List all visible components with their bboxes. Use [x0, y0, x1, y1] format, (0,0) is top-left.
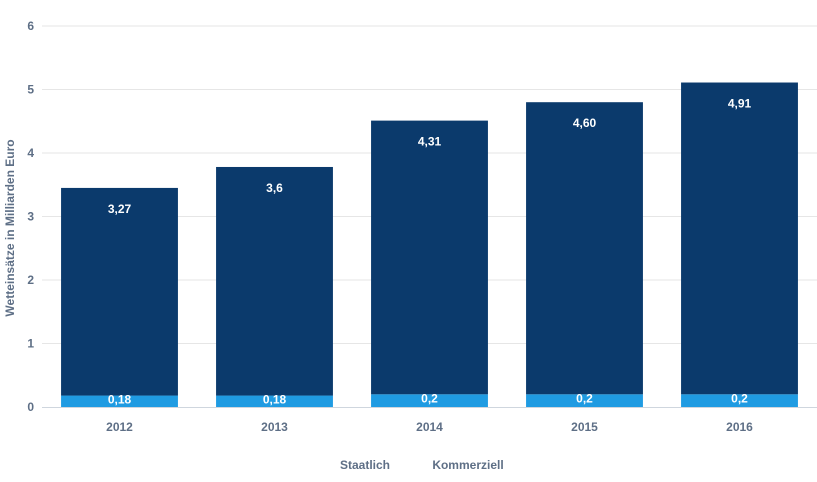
- data-label-staatlich-2013: 0,18: [263, 393, 287, 407]
- data-label-kommerziell-2014: 4,31: [418, 135, 442, 149]
- data-labels: 0,18 3,27 0,18 3,6 0,2 4,31 0,2 4,60 0,2 4,91: [108, 97, 752, 407]
- bar-kommerziell-2016: [681, 82, 798, 395]
- bar-staatlich-2016: [681, 394, 798, 407]
- y-tick-label: 2: [27, 273, 34, 287]
- y-tick-label: 5: [27, 83, 34, 97]
- data-label-kommerziell-2012: 3,27: [108, 202, 132, 216]
- x-axis-ticks: 2012 2013 2014 2015 2016: [106, 420, 753, 434]
- y-tick-label: 1: [27, 337, 34, 351]
- y-tick-label: 4: [27, 146, 34, 160]
- bar-staatlich-2013: [216, 395, 333, 407]
- x-tick-label: 2015: [571, 420, 598, 434]
- data-label-kommerziell-2013: 3,6: [266, 181, 283, 195]
- x-tick-label: 2012: [106, 420, 133, 434]
- x-tick-label: 2016: [726, 420, 753, 434]
- bar-kommerziell-2014: [371, 120, 488, 395]
- bar-kommerziell-2015: [526, 102, 643, 395]
- data-label-staatlich-2014: 0,2: [421, 391, 438, 405]
- bar-staatlich-2015: [526, 394, 643, 407]
- legend-item-staatlich[interactable]: Staatlich: [340, 458, 390, 472]
- data-label-staatlich-2015: 0,2: [576, 391, 593, 405]
- x-tick-label: 2013: [261, 420, 288, 434]
- bar-kommerziell-2013: [216, 166, 333, 396]
- y-tick-label: 6: [27, 19, 34, 33]
- bar-kommerziell-2012: [61, 187, 178, 396]
- data-label-kommerziell-2015: 4,60: [573, 116, 597, 130]
- bar-staatlich-2012: [61, 395, 178, 407]
- bar-staatlich-2014: [371, 394, 488, 407]
- y-tick-label: 0: [27, 400, 34, 414]
- data-label-staatlich-2016: 0,2: [731, 391, 748, 405]
- legend[interactable]: Staatlich Kommerziell: [340, 458, 504, 472]
- x-tick-label: 2014: [416, 420, 443, 434]
- y-tick-label: 3: [27, 210, 34, 224]
- bars: [61, 82, 798, 407]
- legend-item-kommerziell[interactable]: Kommerziell: [432, 458, 503, 472]
- y-axis-ticks: 0 1 2 3 4 5 6: [27, 19, 34, 414]
- data-label-staatlich-2012: 0,18: [108, 393, 132, 407]
- y-axis-label: Wetteinsätze in Milliarden Euro: [3, 139, 17, 316]
- data-label-kommerziell-2016: 4,91: [728, 97, 752, 111]
